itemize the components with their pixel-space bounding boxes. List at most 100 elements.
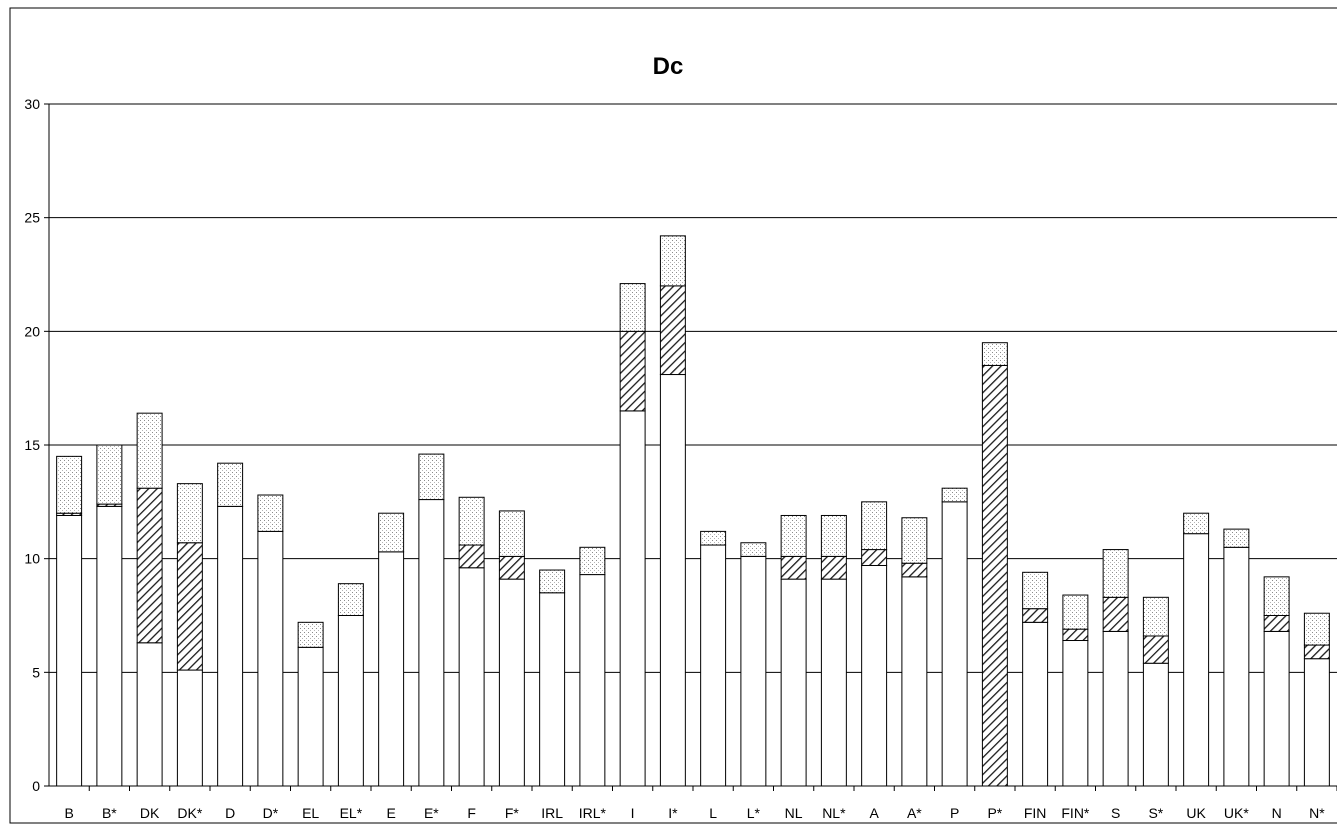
bar-segment	[418, 453, 445, 501]
bar-segment	[1263, 630, 1290, 787]
bar-segment	[740, 542, 767, 557]
bar-segment	[297, 646, 324, 787]
bar-segment	[941, 487, 968, 503]
outer-border	[9, 7, 1337, 824]
bar-segment	[297, 621, 324, 648]
bar-segment	[136, 642, 163, 787]
x-tick-label: UK	[1186, 805, 1206, 821]
bar-segment	[901, 576, 928, 787]
bar-segment	[1303, 658, 1330, 787]
bar-segment	[941, 501, 968, 787]
x-tick-label: NL*	[822, 805, 846, 821]
bar-segment	[1223, 528, 1250, 548]
bar-segment	[498, 578, 525, 787]
x-tick-label: FIN	[1024, 805, 1047, 821]
x-tick-label: S	[1111, 805, 1120, 821]
bar-segment	[820, 555, 847, 580]
bar-segment	[539, 592, 566, 787]
x-tick-label: D*	[263, 805, 279, 821]
bar-segment	[579, 574, 606, 787]
bar-segment	[861, 564, 888, 787]
bar-segment	[1142, 662, 1169, 787]
x-tick-label: E*	[424, 805, 439, 821]
bar-segment	[901, 562, 928, 578]
x-tick-label: S*	[1148, 805, 1163, 821]
bar-segment	[176, 669, 203, 787]
bar-segment	[217, 462, 244, 507]
bar-segment	[1062, 640, 1089, 787]
bar-segment	[1102, 596, 1129, 632]
x-tick-label: FIN*	[1061, 805, 1090, 821]
bar-segment	[96, 505, 123, 787]
bar-segment	[861, 549, 888, 566]
x-tick-label: P	[950, 805, 959, 821]
x-tick-label: P*	[987, 805, 1002, 821]
y-tick-label: 15	[24, 437, 40, 453]
bar-segment	[257, 494, 284, 532]
x-tick-label: DK	[140, 805, 160, 821]
x-tick-label: E	[386, 805, 395, 821]
bar-segment	[136, 487, 163, 644]
bar-segment	[1062, 594, 1089, 630]
bar-segment	[1183, 512, 1210, 535]
bar-segment	[659, 374, 686, 787]
y-tick-label: 0	[32, 778, 40, 794]
y-tick-label: 5	[32, 664, 40, 680]
x-tick-label: DK*	[177, 805, 202, 821]
bar-segment	[981, 342, 1008, 366]
bar-segment	[619, 410, 646, 787]
bar-segment	[176, 542, 203, 671]
bar-segment	[56, 455, 83, 514]
x-tick-label: I	[631, 805, 635, 821]
bar-segment	[1022, 608, 1049, 623]
y-tick-label: 25	[24, 210, 40, 226]
y-tick-label: 30	[24, 96, 40, 112]
bar-segment	[1022, 621, 1049, 787]
x-tick-label: F	[467, 805, 476, 821]
bar-segment	[780, 514, 807, 557]
bar-segment	[780, 555, 807, 580]
bar-segment	[1102, 549, 1129, 598]
bar-segment	[498, 510, 525, 557]
bar-segment	[498, 555, 525, 580]
x-tick-label: EL	[302, 805, 319, 821]
bar-segment	[1223, 546, 1250, 787]
x-tick-label: I*	[668, 805, 678, 821]
bar-segment	[217, 505, 244, 787]
bar-segment	[820, 514, 847, 557]
bar-segment	[56, 514, 83, 787]
bar-segment	[337, 615, 364, 787]
bar-segment	[901, 517, 928, 564]
x-tick-label: F*	[505, 805, 520, 821]
bar-segment	[1022, 571, 1049, 610]
bar-segment	[96, 444, 123, 505]
chart-title: Dc	[653, 53, 684, 80]
bar-segment	[1102, 630, 1129, 787]
bar-segment	[619, 330, 646, 412]
y-tick-label: 10	[24, 551, 40, 567]
x-tick-label: A*	[907, 805, 922, 821]
x-tick-label: B	[64, 805, 73, 821]
bar-segment	[659, 285, 686, 376]
bar-segment	[1263, 615, 1290, 632]
x-tick-label: N*	[1309, 805, 1325, 821]
bar-segment	[861, 501, 888, 551]
bar-segment	[1183, 533, 1210, 787]
x-tick-label: D	[225, 805, 235, 821]
bar-segment	[1062, 628, 1089, 642]
bar-segment	[176, 483, 203, 544]
x-tick-label: EL*	[340, 805, 363, 821]
bar-segment	[458, 496, 485, 546]
bar-segment	[458, 567, 485, 787]
bar-segment	[458, 544, 485, 569]
bar-segment	[257, 530, 284, 787]
x-tick-label: IRL*	[579, 805, 607, 821]
bar-segment	[659, 235, 686, 287]
bar-segment	[539, 569, 566, 594]
bar-segment	[820, 578, 847, 787]
x-tick-label: IRL	[541, 805, 563, 821]
y-tick-label: 20	[24, 323, 40, 339]
x-tick-label: L*	[747, 805, 761, 821]
